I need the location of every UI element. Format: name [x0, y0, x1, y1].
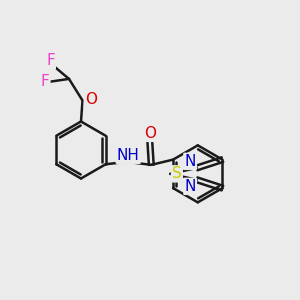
Text: F: F — [46, 53, 55, 68]
Text: O: O — [85, 92, 97, 107]
Text: S: S — [172, 166, 182, 181]
Text: F: F — [40, 74, 50, 89]
Text: N: N — [184, 179, 196, 194]
Text: N: N — [184, 154, 196, 169]
Text: NH: NH — [117, 148, 140, 163]
Text: O: O — [144, 126, 156, 141]
